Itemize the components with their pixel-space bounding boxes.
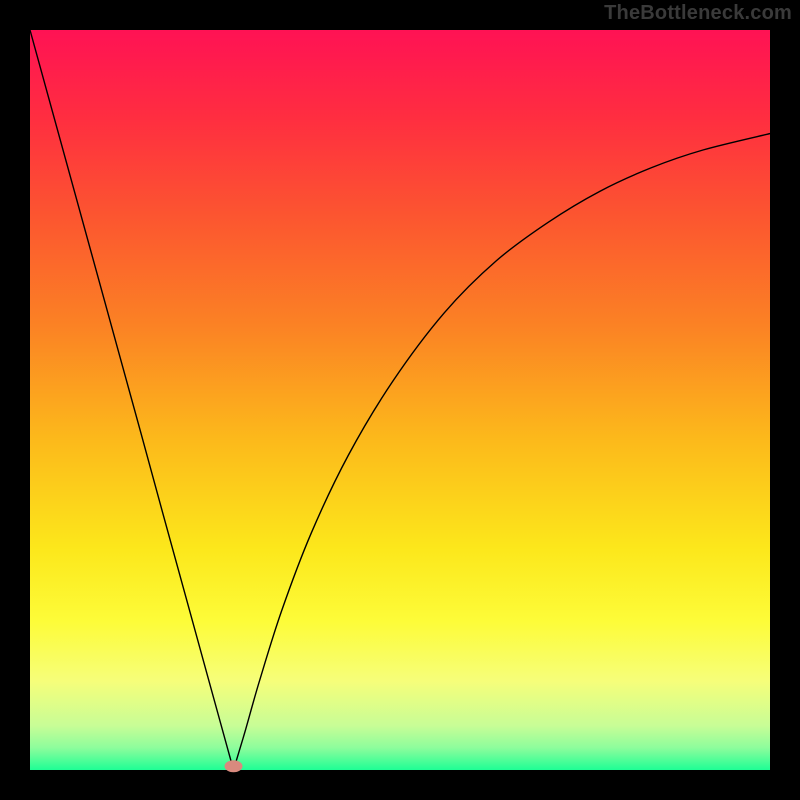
chart-container: TheBottleneck.com [0, 0, 800, 800]
plot-background [30, 30, 770, 770]
watermark-text: TheBottleneck.com [604, 2, 792, 25]
optimal-point-marker [225, 760, 243, 772]
chart-svg [0, 0, 800, 800]
